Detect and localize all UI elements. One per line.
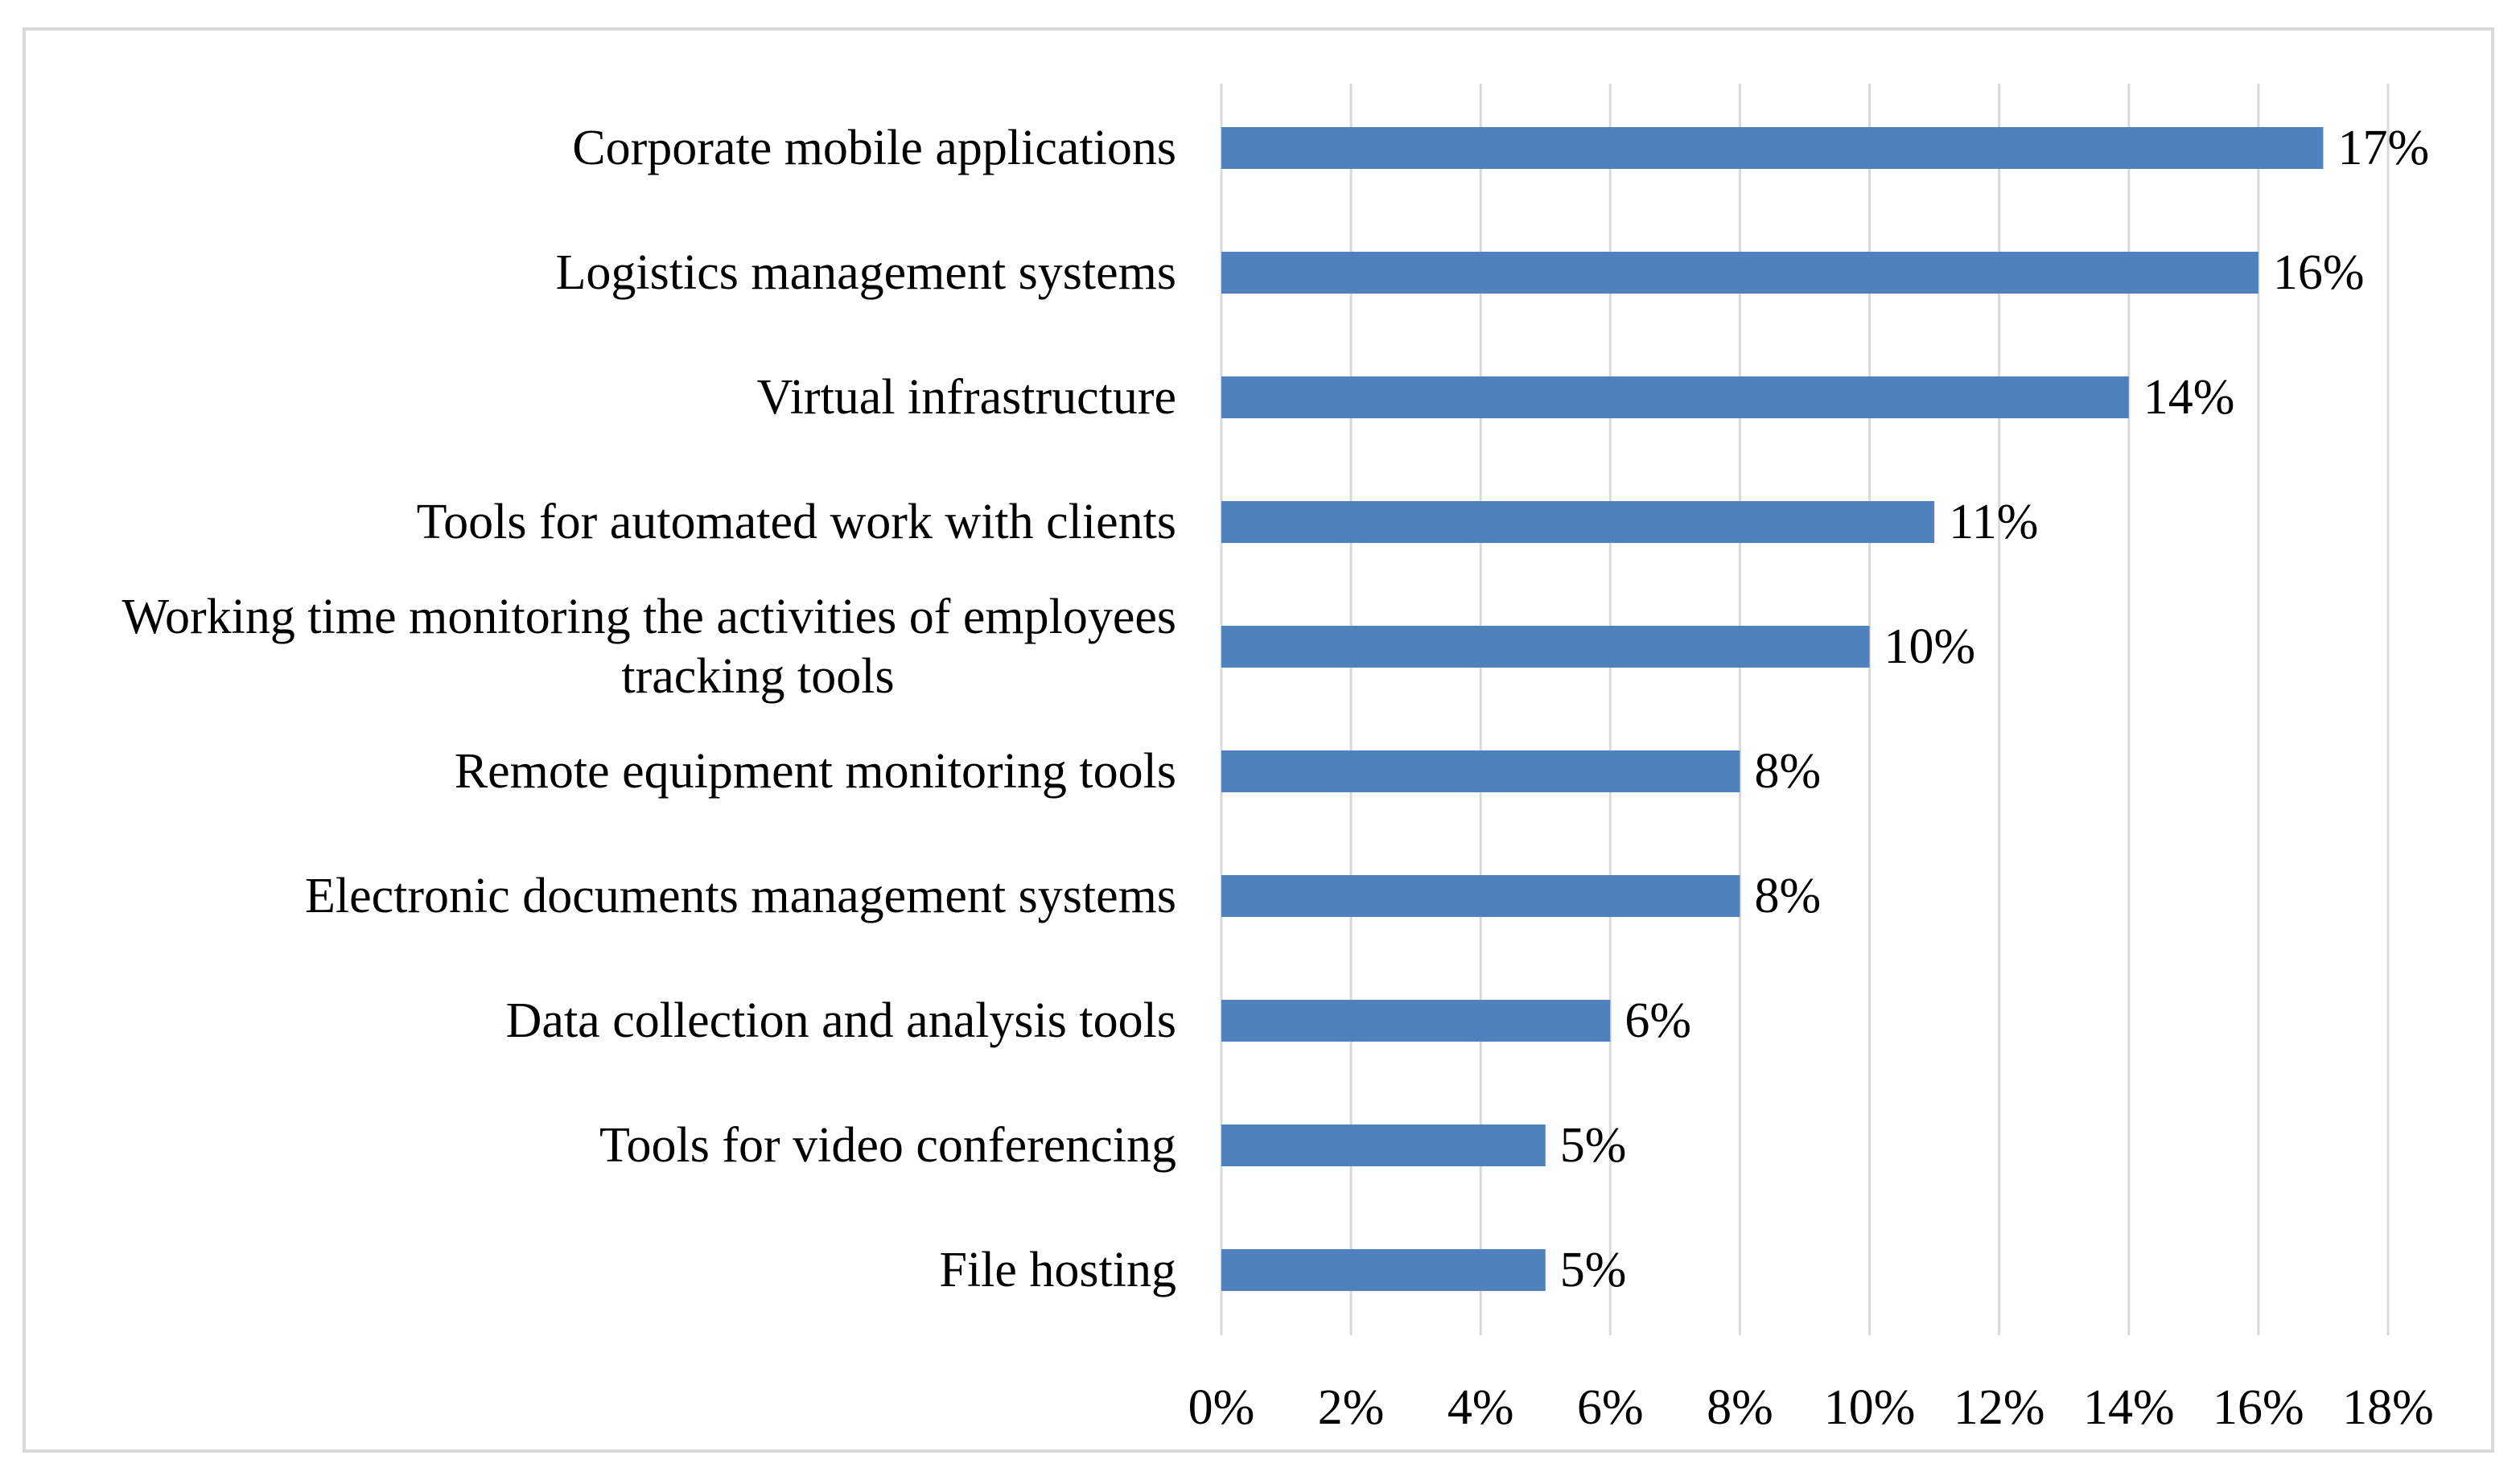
bars [1221, 127, 2324, 1291]
value-label-3: 14% [2143, 370, 2235, 425]
x-tick-label-2: 2% [1318, 1380, 1385, 1435]
category-label-6: Remote equipment monitoring tools [455, 744, 1176, 799]
value-label-5: 10% [1884, 619, 1976, 674]
value-label-10: 5% [1560, 1243, 1627, 1297]
bar-6 [1221, 750, 1740, 792]
value-label-8: 6% [1624, 993, 1691, 1048]
value-label-7: 8% [1754, 869, 1821, 923]
value-labels: 17% 16% 14% 11% 10% 8% 8% 6% 5% 5% [1560, 121, 2429, 1297]
category-label-5-line-2: tracking tools [621, 649, 894, 704]
category-label-3: Virtual infrastructure [757, 370, 1176, 425]
bar-2 [1221, 252, 2259, 294]
x-tick-label-0: 0% [1188, 1380, 1255, 1435]
category-label-2: Logistics management systems [556, 245, 1176, 300]
x-tick-label-18: 18% [2342, 1380, 2434, 1435]
category-labels: Corporate mobile applications Logistics m… [121, 121, 1176, 1297]
value-label-2: 16% [2273, 245, 2365, 300]
category-label-5: Working time monitoring the activities o… [121, 590, 1176, 704]
bar-7 [1221, 875, 1740, 917]
x-tick-label-6: 6% [1577, 1380, 1644, 1435]
bar-3 [1221, 376, 2129, 418]
x-tick-label-14: 14% [2083, 1380, 2175, 1435]
bar-9 [1221, 1124, 1546, 1166]
value-label-9: 5% [1560, 1118, 1627, 1173]
bar-5 [1221, 626, 1870, 668]
category-label-8: Data collection and analysis tools [506, 993, 1176, 1048]
category-label-5-line-1: Working time monitoring the activities o… [121, 590, 1176, 644]
x-tick-label-10: 10% [1824, 1380, 1916, 1435]
x-tick-label-4: 4% [1447, 1380, 1514, 1435]
bar-8 [1221, 1000, 1611, 1042]
bar-1 [1221, 127, 2324, 169]
category-label-1: Corporate mobile applications [572, 121, 1176, 175]
x-tick-label-8: 8% [1707, 1380, 1773, 1435]
value-label-6: 8% [1754, 744, 1821, 799]
category-label-7: Electronic documents management systems [305, 869, 1176, 923]
x-tick-label-16: 16% [2213, 1380, 2304, 1435]
bar-4 [1221, 501, 1935, 543]
category-label-9: Tools for video conferencing [599, 1118, 1176, 1173]
x-tick-label-12: 12% [1954, 1380, 2045, 1435]
value-label-1: 17% [2337, 121, 2429, 175]
value-label-4: 11% [1949, 495, 2038, 549]
x-axis-tick-labels: 0% 2% 4% 6% 8% 10% 12% 14% 16% 18% [1188, 1380, 2434, 1435]
bar-10 [1221, 1249, 1546, 1291]
category-label-10: File hosting [939, 1243, 1176, 1297]
category-label-4: Tools for automated work with clients [417, 495, 1176, 549]
